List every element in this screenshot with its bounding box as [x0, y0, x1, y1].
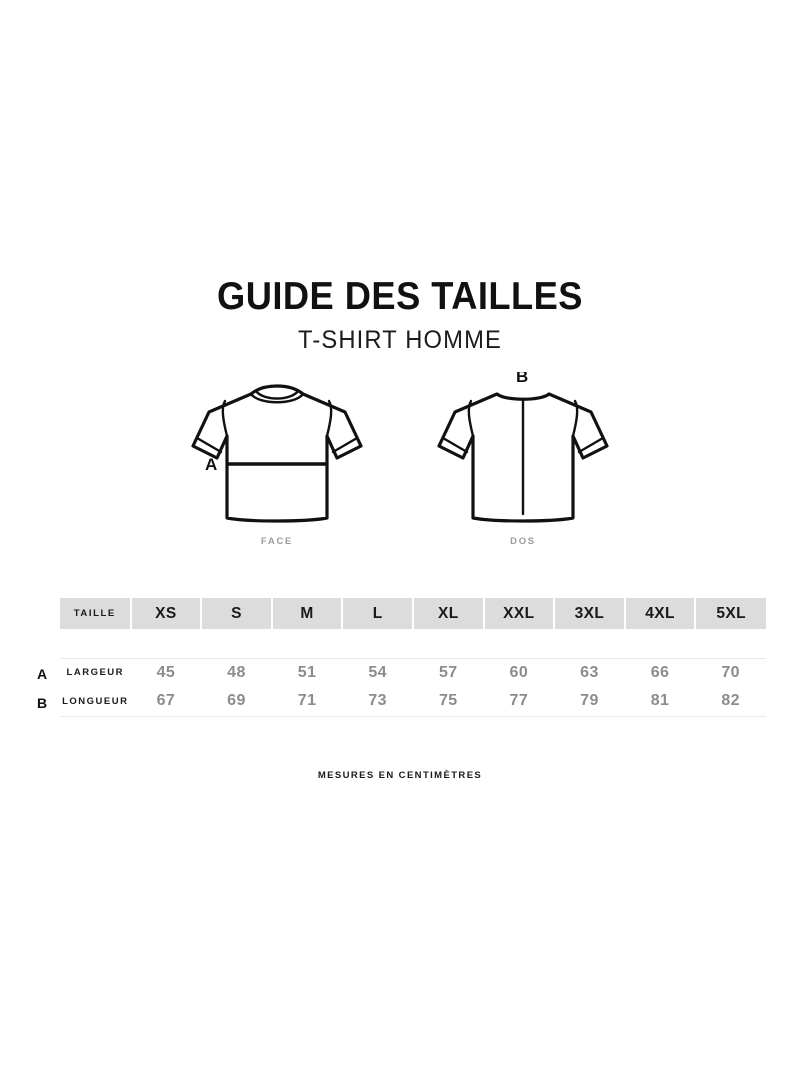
page-subtitle: T-SHIRT HOMME — [298, 326, 502, 355]
cell-value: 67 — [130, 687, 202, 717]
cell-value: 57 — [438, 663, 458, 681]
cell-value: 60 — [509, 663, 529, 681]
cell-value: 79 — [554, 687, 625, 717]
cell-value: 51 — [297, 663, 317, 681]
cell-value: 77 — [483, 687, 555, 717]
back-view-caption: DOS — [510, 536, 536, 547]
row-marker-a: A — [36, 666, 48, 682]
size-table: TAILLE XS S M L XL XXL 3XL 4XL 5XL — [60, 598, 766, 717]
cell-value: 75 — [412, 687, 484, 717]
header-cell-size: XXL — [483, 598, 556, 629]
cell-value: 71 — [271, 687, 343, 717]
table-row: LONGUEUR 67 69 71 73 75 77 79 81 82 — [60, 687, 766, 717]
garment-illustrations: A FACE B DOS — [0, 372, 800, 547]
size-table-header-row: TAILLE XS S M L XL XXL 3XL 4XL 5XL — [60, 598, 766, 629]
cell-value: 54 — [368, 663, 387, 681]
front-view-block: A FACE — [177, 372, 377, 547]
cell-value: 48 — [227, 663, 246, 681]
tshirt-back-icon: B — [437, 372, 609, 523]
size-table-head: TAILLE XS S M L XL XXL 3XL 4XL 5XL — [60, 598, 766, 629]
header-cell-size: M — [271, 598, 344, 629]
cell-value: 73 — [342, 687, 413, 717]
measure-letter-a: A — [205, 455, 217, 474]
measure-letter-b: B — [516, 372, 528, 386]
front-view-caption: FACE — [260, 536, 294, 547]
table-spacer-row — [60, 629, 766, 659]
cell-value: 82 — [695, 687, 766, 717]
header-cell-taille: TAILLE — [60, 598, 132, 629]
row-markers: A B — [30, 660, 54, 718]
cell-value: 70 — [721, 663, 740, 681]
cell-value: 81 — [624, 687, 696, 717]
back-view-block: B DOS — [423, 372, 623, 547]
row-label-longueur: LONGUEUR — [60, 687, 131, 717]
row-marker-b: B — [36, 695, 48, 711]
header-cell-size: 3XL — [554, 598, 626, 629]
header-cell-size: L — [342, 598, 414, 629]
page-title: GUIDE DES TAILLES — [217, 275, 583, 318]
row-label-largeur: LARGEUR — [66, 667, 125, 679]
cell-value: 69 — [201, 687, 272, 717]
cell-value: 66 — [650, 663, 670, 681]
header-cell-size: XS — [130, 598, 203, 629]
cell-value: 45 — [156, 663, 176, 681]
size-table-wrapper: TAILLE XS S M L XL XXL 3XL 4XL 5XL — [60, 598, 766, 717]
table-row: LARGEUR 45 48 51 54 57 60 63 66 70 — [60, 658, 766, 687]
cell-value: 63 — [580, 663, 599, 681]
header-cell-size: S — [201, 598, 273, 629]
page-header: GUIDE DES TAILLES T-SHIRT HOMME — [0, 276, 800, 355]
measurement-unit-note: MESURES EN CENTIMÈTRES — [317, 770, 483, 781]
header-cell-size: 5XL — [716, 604, 746, 622]
size-table-body: LARGEUR 45 48 51 54 57 60 63 66 70 LONGU… — [60, 629, 766, 717]
header-cell-size: 4XL — [624, 598, 697, 629]
tshirt-front-icon: A — [191, 384, 363, 523]
header-cell-size: XL — [412, 598, 485, 629]
